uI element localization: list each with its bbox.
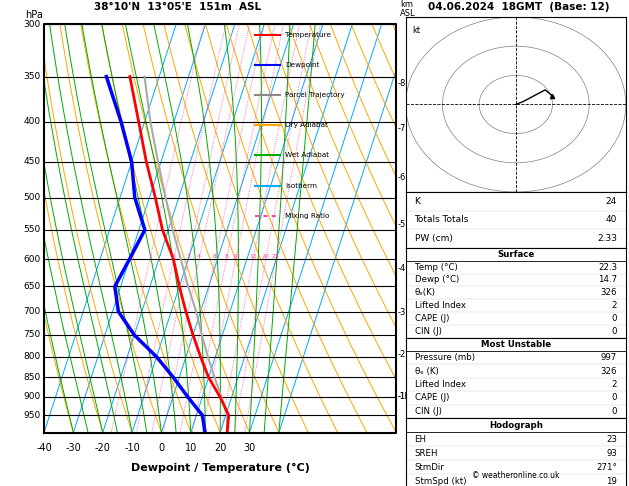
Text: 25: 25 [272,254,280,260]
Text: 550: 550 [23,226,40,234]
Text: 0: 0 [611,393,617,402]
Text: θₑ (K): θₑ (K) [415,366,438,376]
Text: 400: 400 [23,117,40,126]
Text: 900: 900 [23,392,40,401]
Text: -7: -7 [398,124,406,133]
Text: -2: -2 [398,350,406,359]
Text: -1: -1 [398,392,406,401]
Text: Wet Adiabat: Wet Adiabat [286,152,330,158]
Text: -30: -30 [65,443,81,453]
Text: © weatheronline.co.uk: © weatheronline.co.uk [472,471,560,480]
Text: 450: 450 [23,157,40,166]
Text: K: K [415,197,420,206]
Text: 4: 4 [197,254,201,260]
Text: 850: 850 [23,373,40,382]
Text: 2.33: 2.33 [597,234,617,243]
Text: -4: -4 [398,264,406,273]
Text: 0: 0 [159,443,165,453]
Text: 22.3: 22.3 [598,262,617,272]
Text: 04.06.2024  18GMT  (Base: 12): 04.06.2024 18GMT (Base: 12) [428,2,610,12]
Text: 326: 326 [601,288,617,297]
Text: SREH: SREH [415,449,438,458]
Text: StmSpd (kt): StmSpd (kt) [415,477,466,486]
Text: PW (cm): PW (cm) [415,234,452,243]
Text: 38°10'N  13°05'E  151m  ASL: 38°10'N 13°05'E 151m ASL [94,2,262,12]
Text: 0: 0 [611,314,617,323]
Text: 500: 500 [23,193,40,202]
Text: 14.7: 14.7 [598,276,617,284]
Text: 23: 23 [606,434,617,444]
Text: 2: 2 [611,380,617,389]
Text: Lifted Index: Lifted Index [415,301,465,310]
Text: Parcel Trajectory: Parcel Trajectory [286,92,345,98]
Text: Pressure (mb): Pressure (mb) [415,353,474,363]
Text: hPa: hPa [25,10,43,20]
Text: Most Unstable: Most Unstable [481,340,551,349]
Text: Lifted Index: Lifted Index [415,380,465,389]
Text: 2: 2 [172,254,175,260]
Text: Totals Totals: Totals Totals [415,215,469,225]
Text: 0: 0 [611,327,617,336]
Text: 750: 750 [23,330,40,340]
Text: 950: 950 [23,411,40,419]
Text: 19: 19 [606,477,617,486]
Text: CAPE (J): CAPE (J) [415,314,449,323]
Text: -3: -3 [398,308,406,316]
Text: -10: -10 [124,443,140,453]
Text: 8: 8 [225,254,228,260]
Text: CAPE (J): CAPE (J) [415,393,449,402]
Text: Temp (°C): Temp (°C) [415,262,457,272]
Text: 300: 300 [23,20,40,29]
Text: EH: EH [415,434,426,444]
Text: 20: 20 [214,443,226,453]
Text: 40: 40 [606,215,617,225]
Text: -5: -5 [398,220,406,229]
Text: 30: 30 [243,443,255,453]
Text: Dewp (°C): Dewp (°C) [415,276,459,284]
Text: -6: -6 [398,174,406,182]
Text: kt: kt [413,26,420,35]
Text: -8: -8 [398,79,406,88]
Text: Hodograph: Hodograph [489,420,543,430]
Text: 700: 700 [23,307,40,316]
Text: 24: 24 [606,197,617,206]
Text: Mixing Ratio: Mixing Ratio [286,213,330,219]
Text: 650: 650 [23,282,40,291]
Text: 20: 20 [262,254,270,260]
Text: 10: 10 [185,443,197,453]
Text: 0: 0 [611,407,617,416]
Text: Dry Adiabat: Dry Adiabat [286,122,328,128]
Text: Mixing Ratio (g/kg): Mixing Ratio (g/kg) [416,192,425,265]
Text: 93: 93 [606,449,617,458]
Text: Isotherm: Isotherm [286,183,317,189]
Text: 350: 350 [23,72,40,81]
Text: CIN (J): CIN (J) [415,327,442,336]
Text: 10: 10 [232,254,240,260]
Text: 1: 1 [148,254,152,260]
Text: -1LCL: -1LCL [398,392,420,401]
Text: Temperature: Temperature [286,32,331,37]
Text: θₑ(K): θₑ(K) [415,288,435,297]
Text: -40: -40 [36,443,52,453]
Text: Dewpoint: Dewpoint [286,62,320,68]
Text: Dewpoint / Temperature (°C): Dewpoint / Temperature (°C) [131,463,309,473]
Text: 326: 326 [601,366,617,376]
Text: 997: 997 [601,353,617,363]
Text: 600: 600 [23,255,40,264]
Text: km
ASL: km ASL [400,0,415,18]
Text: CIN (J): CIN (J) [415,407,442,416]
Text: 15: 15 [249,254,257,260]
Text: 800: 800 [23,352,40,362]
Text: 2: 2 [611,301,617,310]
Text: 3: 3 [186,254,191,260]
Text: -20: -20 [95,443,111,453]
Text: 6: 6 [213,254,217,260]
Text: Surface: Surface [497,250,535,259]
Text: StmDir: StmDir [415,463,444,472]
Text: 271°: 271° [596,463,617,472]
